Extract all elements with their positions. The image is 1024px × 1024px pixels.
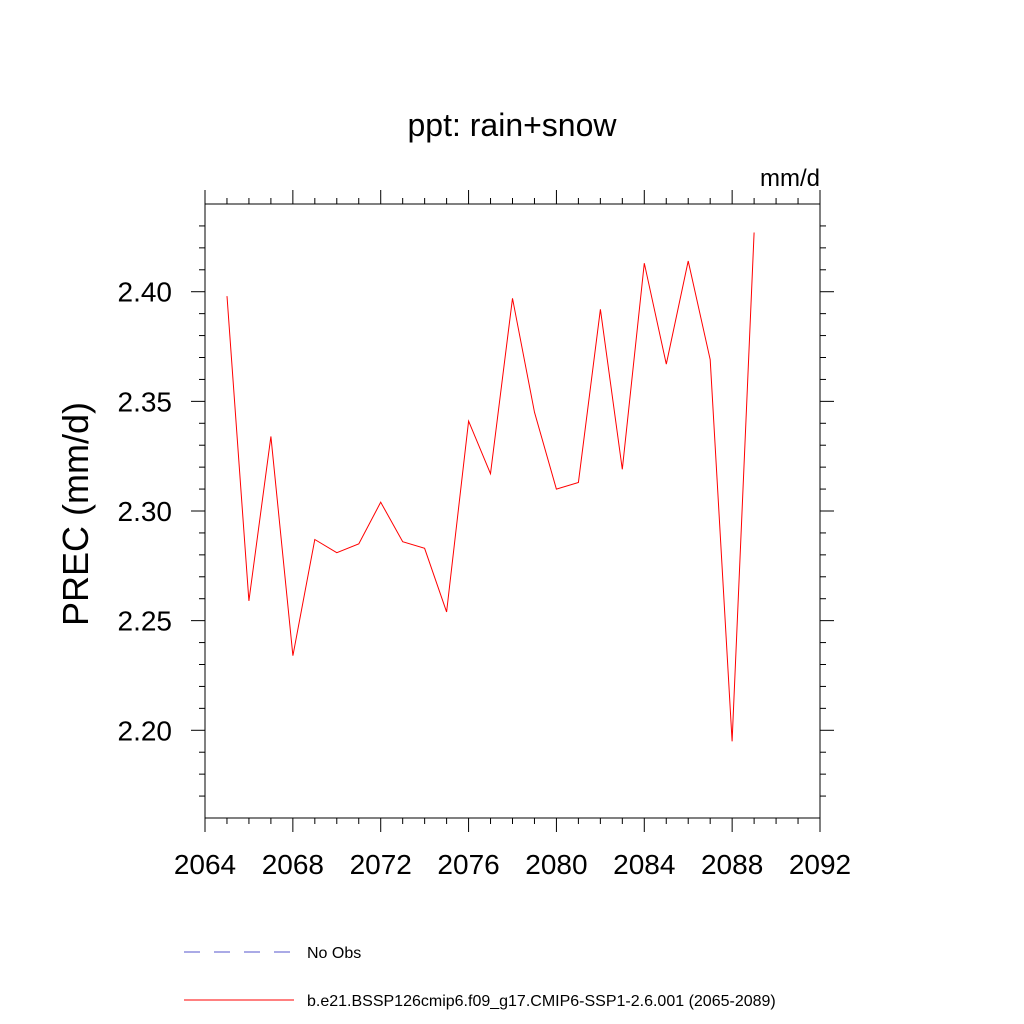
series-layer <box>226 232 755 742</box>
y-tick-label: 2.35 <box>118 386 173 417</box>
plot-frame <box>204 203 821 819</box>
x-tick-label: 2072 <box>350 849 412 880</box>
x-tick-label: 2080 <box>525 849 587 880</box>
y-tick-label: 2.30 <box>118 496 173 527</box>
series-line <box>226 232 755 742</box>
x-tick-label: 2076 <box>437 849 499 880</box>
y-axis-label: PREC (mm/d) <box>55 402 96 626</box>
x-tick-label: 2064 <box>174 849 236 880</box>
legend-label: b.e21.BSSP126cmip6.f09_g17.CMIP6-SSP1-2.… <box>307 993 776 1010</box>
y-tick-label: 2.20 <box>118 715 173 746</box>
units-label: mm/d <box>760 165 820 192</box>
x-tick-label: 2092 <box>789 849 851 880</box>
chart-title: ppt: rain+snow <box>407 107 617 143</box>
y-tick-label: 2.25 <box>118 606 173 637</box>
x-tick-label: 2084 <box>613 849 675 880</box>
x-tick-label: 2088 <box>701 849 763 880</box>
ticks <box>191 190 834 832</box>
legend: No Obs b.e21.BSSP126cmip6.f09_g17.CMIP6-S… <box>184 945 776 1010</box>
y-tick-label: 2.40 <box>118 277 173 308</box>
x-tick-label: 2068 <box>262 849 324 880</box>
legend-label: No Obs <box>307 945 361 962</box>
tick-labels: 2064 2068 2072 2076 2080 2084 2088 2092 2.20 2.25… <box>118 277 852 880</box>
